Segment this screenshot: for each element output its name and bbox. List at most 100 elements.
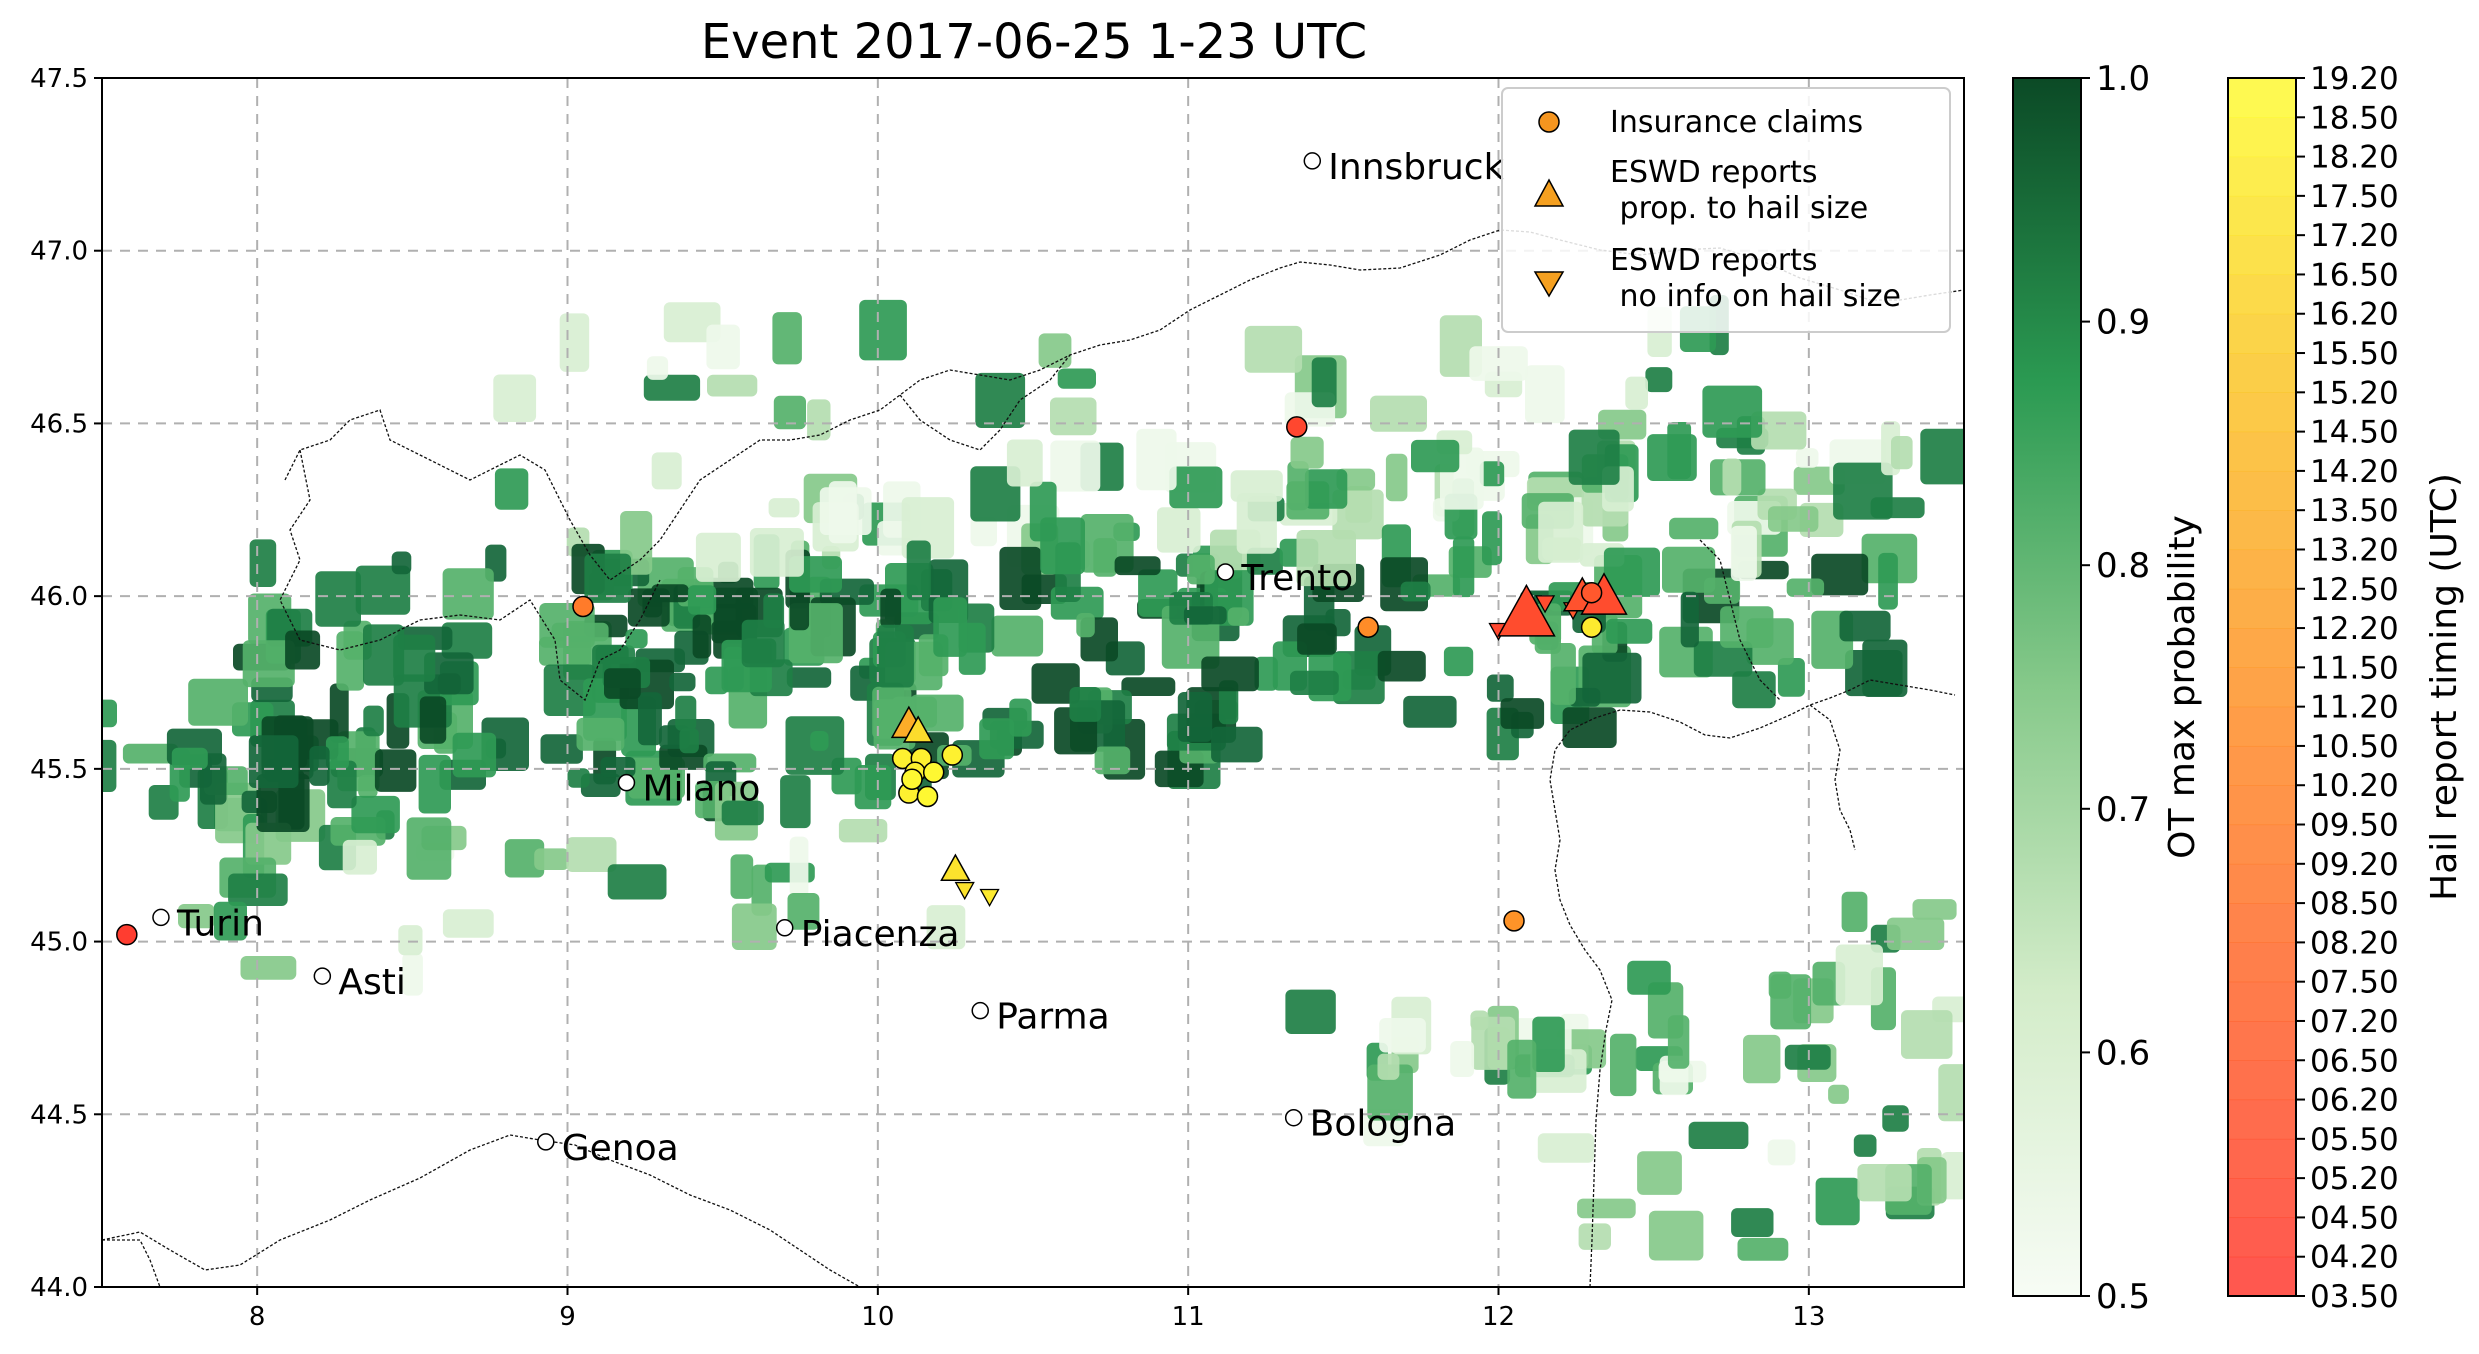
insurance-claim-marker: [1580, 581, 1603, 604]
probability-cell: [309, 746, 330, 786]
colorbar-timing-tick-label: 11.20: [2310, 690, 2399, 726]
insurance-claim-marker: [1580, 616, 1603, 638]
border-swiss: [279, 449, 661, 702]
probability-cell: [1878, 552, 1898, 610]
probability-cell: [452, 732, 497, 778]
probability-cell: [102, 699, 117, 728]
probability-cell: [819, 487, 872, 535]
probability-cell: [838, 819, 888, 843]
probability-cell: [1450, 1041, 1475, 1077]
probability-cell: [391, 551, 412, 575]
insurance-claim-marker: [116, 923, 138, 946]
probability-cell: [1870, 497, 1925, 519]
colorbar-timing-tick-label: 10.20: [2310, 768, 2399, 804]
probability-cell: [1287, 461, 1309, 511]
probability-cell: [1645, 367, 1673, 393]
probability-cell: [1452, 536, 1475, 598]
x-tick-label: 8: [249, 1302, 266, 1332]
probability-cell: [1795, 448, 1819, 468]
probability-cell: [1680, 591, 1699, 648]
colorbar-probability-bar: [2012, 77, 2082, 1297]
probability-cell: [171, 747, 208, 770]
city-label: Genoa: [562, 1128, 679, 1169]
city-marker: [1284, 1108, 1303, 1127]
probability-cell: [1345, 486, 1373, 523]
probability-cell: [576, 717, 625, 751]
probability-cell: [854, 765, 892, 810]
city-marker: [1216, 563, 1235, 581]
probability-cell: [1857, 1164, 1912, 1202]
probability-cell: [1704, 577, 1741, 604]
probability-cell: [248, 735, 299, 788]
probability-cell: [1411, 439, 1460, 473]
probability-cell: [707, 374, 758, 397]
colorbar-timing-tick-label: 12.50: [2310, 572, 2399, 608]
probability-cell: [1732, 671, 1776, 709]
colorbar-timing-tick-label: 13.20: [2310, 532, 2399, 568]
city-marker: [313, 967, 332, 985]
probability-cell: [1029, 481, 1057, 542]
colorbar-timing-label: Hail report timing (UTC): [2424, 473, 2465, 901]
probability-cell: [1702, 385, 1763, 438]
colorbar-timing-bar: [2228, 78, 2296, 1297]
probability-cell: [584, 553, 632, 603]
probability-cell: [1157, 507, 1201, 553]
probability-cell: [1254, 656, 1278, 691]
probability-cell: [102, 739, 117, 792]
probability-cell: [566, 837, 617, 872]
colorbar-probability-tick-label: 0.5: [2096, 1277, 2150, 1317]
probability-cell: [646, 356, 669, 380]
probability-cell: [325, 736, 349, 770]
probability-cell: [285, 630, 321, 670]
colorbar-timing-tick-label: 15.20: [2310, 375, 2399, 411]
probability-cell: [543, 664, 596, 716]
probability-cell: [749, 528, 804, 577]
probability-cell: [1786, 578, 1825, 597]
probability-cell: [1138, 569, 1178, 617]
colorbar-timing-band: [2228, 1099, 2296, 1140]
colorbar-timing-band: [2228, 1256, 2296, 1297]
probability-cell: [1121, 677, 1176, 696]
probability-cell: [975, 372, 1026, 428]
probability-cell: [1627, 960, 1671, 995]
probability-cell: [1767, 1139, 1796, 1166]
probability-cell: [1050, 397, 1097, 436]
probability-cell: [1941, 1152, 1964, 1200]
probability-cell: [1839, 610, 1891, 642]
probability-cell: [1625, 376, 1648, 410]
insurance-claim-marker: [916, 785, 939, 808]
y-tick-label: 46.5: [30, 409, 88, 439]
probability-cell: [1568, 429, 1620, 485]
probability-cell: [999, 546, 1042, 610]
probability-cell: [991, 615, 1044, 657]
probability-cell: [374, 749, 417, 792]
city-label: Trento: [1240, 558, 1353, 599]
probability-cell: [393, 634, 436, 682]
x-tick-label: 13: [1792, 1302, 1825, 1332]
colorbar-timing-tick-label: 06.50: [2310, 1043, 2399, 1079]
probability-cell: [1069, 687, 1102, 722]
probability-cell: [1400, 581, 1431, 602]
probability-cell: [1582, 652, 1642, 704]
colorbar-timing-band: [2228, 353, 2296, 393]
probability-cell: [1136, 428, 1177, 491]
probability-cell: [406, 817, 452, 880]
colorbar-timing-tick-label: 15.50: [2310, 336, 2399, 372]
probability-cell: [1183, 606, 1227, 625]
colorbar-timing-tick-label: 05.20: [2310, 1161, 2399, 1197]
probability-cell: [1770, 974, 1812, 1030]
probability-cell: [1610, 1033, 1637, 1097]
probability-cell: [604, 668, 641, 699]
probability-cell: [1784, 1044, 1831, 1070]
y-tick-label: 47.5: [30, 64, 88, 94]
legend-insurance-label: Insurance claims: [1610, 105, 1863, 140]
probability-cell: [663, 302, 721, 343]
probability-cell: [1211, 726, 1263, 763]
probability-cell: [1525, 365, 1565, 424]
colorbar-timing-band: [2228, 628, 2296, 668]
probability-cell: [810, 731, 829, 751]
probability-cell: [249, 539, 277, 587]
probability-cell: [1912, 899, 1957, 920]
probability-cell: [1370, 395, 1427, 432]
